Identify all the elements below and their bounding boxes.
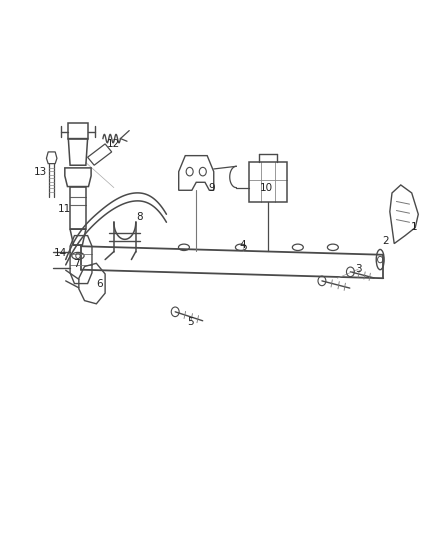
Text: 14: 14 (54, 248, 67, 258)
Text: 13: 13 (34, 167, 47, 176)
Text: 3: 3 (355, 264, 362, 274)
Text: 5: 5 (187, 318, 194, 327)
Text: 10: 10 (260, 183, 273, 192)
Text: 8: 8 (136, 213, 143, 222)
Text: 12: 12 (106, 139, 120, 149)
Text: 11: 11 (58, 204, 71, 214)
Text: 6: 6 (96, 279, 103, 288)
Text: 9: 9 (208, 183, 215, 192)
Text: 4: 4 (240, 240, 247, 250)
Text: 1: 1 (410, 222, 417, 231)
Text: 2: 2 (382, 236, 389, 246)
Text: 7: 7 (73, 259, 80, 269)
